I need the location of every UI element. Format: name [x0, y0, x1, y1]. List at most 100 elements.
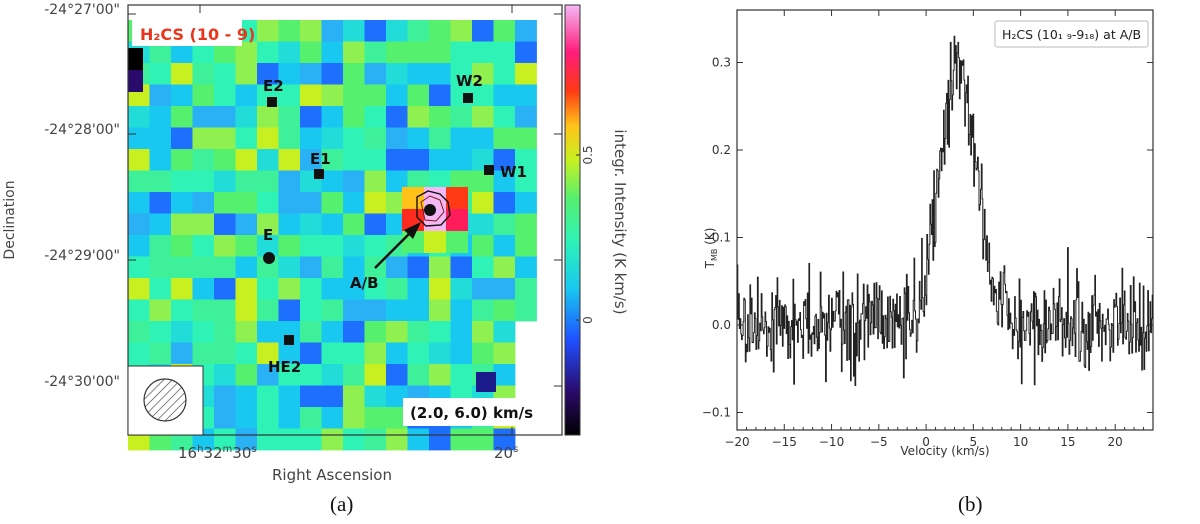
map-pixel	[429, 63, 451, 85]
map-pixel	[171, 342, 193, 365]
map-pixel	[278, 127, 301, 150]
map-pixel	[171, 299, 193, 322]
map-pixel	[149, 256, 172, 279]
map-pixel	[192, 84, 215, 107]
map-pixel	[429, 127, 451, 150]
map-pixel	[515, 84, 537, 107]
map-pixel	[407, 342, 430, 365]
map-pixel	[257, 299, 279, 322]
map-pixel	[515, 63, 537, 85]
map-pixel	[192, 235, 215, 257]
map-pixel	[278, 321, 301, 343]
map-pixel	[235, 299, 258, 322]
map-pixel	[450, 364, 473, 386]
map-pixel	[300, 84, 322, 107]
map-pixel	[386, 407, 408, 429]
map-pixel	[214, 84, 236, 107]
map-pixel	[515, 20, 537, 42]
map-pixel	[493, 192, 516, 214]
colorbar	[564, 4, 581, 436]
map-pixel	[300, 342, 322, 365]
map-pixel	[429, 256, 451, 279]
x-tick-label: −5	[870, 435, 888, 449]
map-pixel	[364, 41, 387, 64]
map-pixel	[450, 106, 473, 128]
map-pixel	[343, 41, 365, 64]
map-pixel	[343, 170, 365, 193]
map-pixel	[429, 428, 451, 451]
map-pixel	[472, 256, 494, 279]
map-pixel	[450, 256, 473, 279]
map-pixel	[149, 127, 172, 150]
map-x-axis-label: Right Ascension	[272, 466, 392, 484]
map-pixel	[343, 342, 365, 365]
map-pixel	[235, 127, 258, 150]
map-y-tick-labels: -24°27'00" -24°28'00" -24°29'00" -24°30'…	[44, 2, 120, 390]
map-pixel-peak	[446, 231, 468, 253]
map-pixel	[429, 41, 451, 64]
map-pixel	[128, 70, 143, 92]
map-pixel	[343, 256, 365, 279]
map-frame	[127, 4, 563, 436]
map-pixel	[171, 256, 193, 279]
map-pixel	[214, 299, 236, 322]
map-pixel	[235, 385, 258, 408]
map-pixel	[450, 20, 473, 42]
map-pixel	[493, 127, 516, 150]
y-tick-label: 0.2	[712, 143, 731, 157]
map-pixel	[386, 428, 408, 451]
map-pixel	[257, 192, 279, 214]
map-pixel	[214, 192, 236, 214]
y-tick-label: -24°27'00"	[44, 2, 120, 18]
map-pixel	[386, 63, 408, 85]
map-pixel	[278, 192, 301, 214]
map-pixel	[343, 106, 365, 128]
x-tick-label: −20	[724, 435, 749, 449]
map-pixel	[278, 299, 301, 322]
map-pixel	[472, 428, 494, 451]
map-pixel	[214, 127, 236, 150]
map-pixel	[321, 192, 344, 214]
map-pixel	[407, 278, 430, 300]
map-pixel	[472, 278, 494, 300]
map-pixel-peak	[424, 231, 446, 253]
map-pixel	[149, 321, 172, 343]
map-pixel	[278, 278, 301, 300]
map-pixel	[128, 106, 150, 128]
map-pixel	[493, 213, 516, 236]
map-pixel	[515, 213, 537, 236]
map-pixel	[192, 213, 215, 236]
map-title-box	[132, 20, 242, 46]
map-pixel	[386, 342, 408, 365]
map-pixel	[278, 170, 301, 193]
map-pixel	[493, 321, 516, 343]
map-pixel	[364, 278, 387, 300]
map-pixel	[171, 41, 193, 64]
map-pixel	[386, 278, 408, 300]
map-pixel	[472, 106, 494, 128]
map-pixel	[343, 321, 365, 343]
map-pixel	[149, 342, 172, 365]
map-pixel	[386, 127, 408, 150]
map-pixel	[128, 321, 150, 343]
map-pixel	[257, 149, 279, 171]
marker-e1	[314, 169, 324, 179]
map-pixel	[300, 321, 322, 343]
map-pixel	[364, 321, 387, 343]
map-pixel	[429, 299, 451, 322]
map-pixel	[343, 385, 365, 408]
map-pixel	[472, 342, 494, 365]
spectrum-y-axis-label: TMB (K)	[703, 228, 719, 270]
map-pixel	[407, 127, 430, 150]
map-pixel	[321, 235, 344, 257]
map-pixel	[429, 321, 451, 343]
map-pixel	[235, 84, 258, 107]
map-pixel	[257, 407, 279, 429]
map-pixel	[278, 106, 301, 128]
map-pixel	[364, 20, 387, 42]
map-pixel	[429, 170, 451, 193]
map-pixel	[257, 364, 279, 386]
map-pixel	[343, 149, 365, 171]
map-pixel	[321, 428, 344, 451]
map-pixel	[321, 407, 344, 429]
